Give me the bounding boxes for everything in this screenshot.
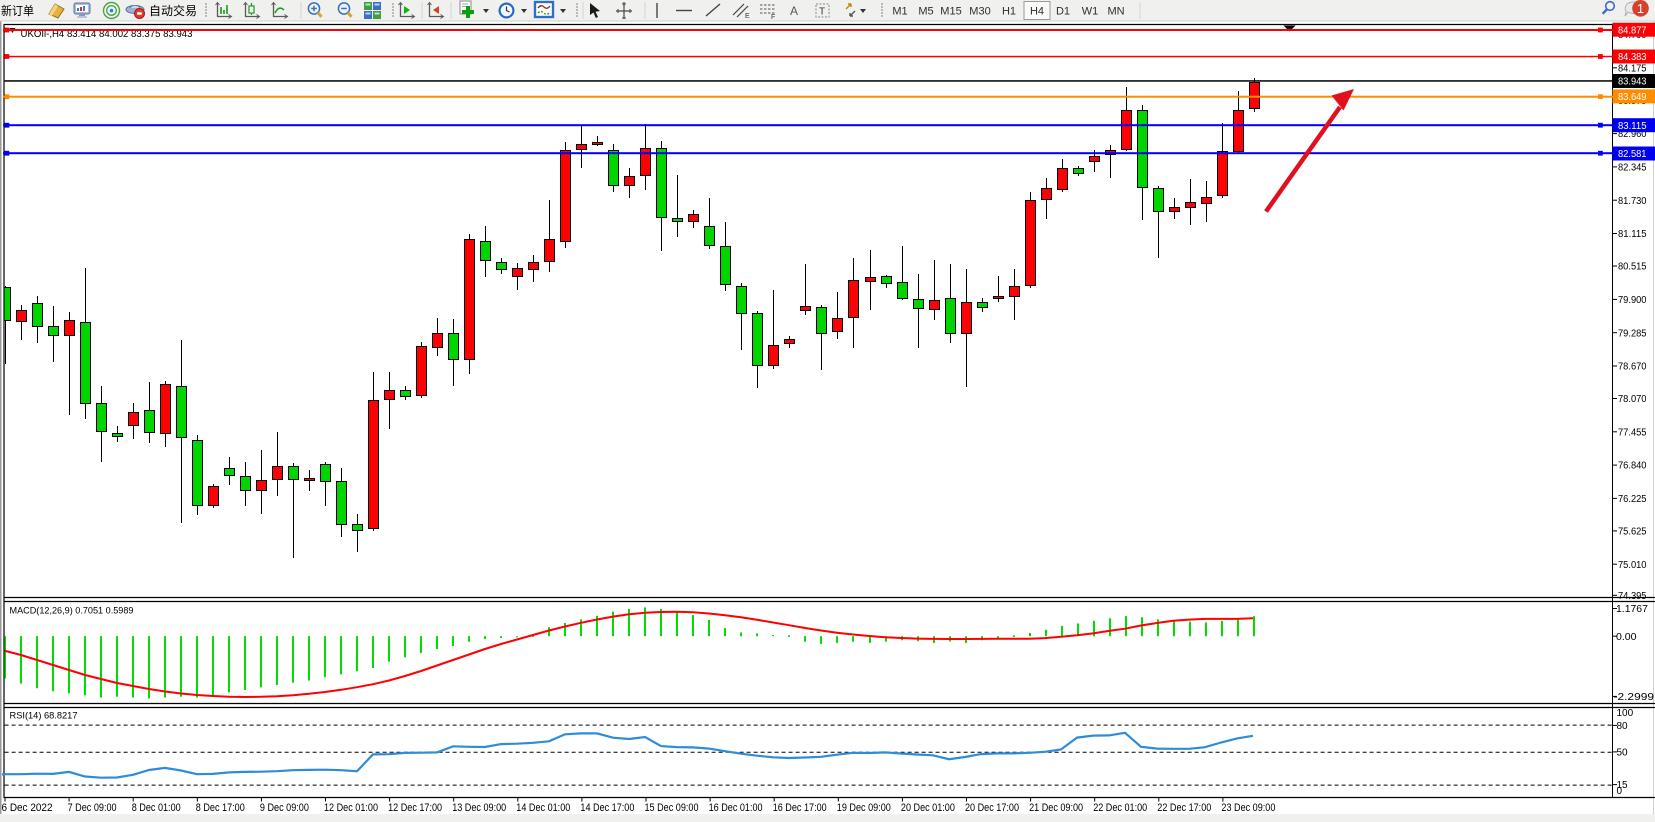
svg-text:83.943: 83.943	[1618, 77, 1647, 88]
svg-text:8 Dec 01:00: 8 Dec 01:00	[132, 802, 181, 814]
svg-text:0.00: 0.00	[1616, 632, 1637, 643]
svg-text:8 Dec 17:00: 8 Dec 17:00	[196, 802, 245, 814]
svg-text:79.900: 79.900	[1618, 295, 1647, 306]
svg-text:H4: H4	[1030, 6, 1044, 18]
svg-text:75.625: 75.625	[1618, 527, 1647, 538]
svg-text:20 Dec 17:00: 20 Dec 17:00	[965, 802, 1019, 814]
svg-text:82.960: 82.960	[1618, 129, 1647, 140]
svg-text:6 Dec 2022: 6 Dec 2022	[2, 802, 53, 814]
svg-text:UKOIl-,H4 83.414 84.002 83.37: UKOIl-,H4 83.414 84.002 83.375 83.943	[21, 29, 193, 40]
svg-text:14 Dec 17:00: 14 Dec 17:00	[580, 802, 634, 814]
svg-text:12 Dec 17:00: 12 Dec 17:00	[388, 802, 442, 814]
svg-text:84.383: 84.383	[1618, 52, 1647, 63]
svg-text:7 Dec 09:00: 7 Dec 09:00	[68, 802, 117, 814]
svg-text:80.515: 80.515	[1618, 262, 1647, 273]
svg-text:75.010: 75.010	[1618, 560, 1647, 571]
svg-text:22 Dec 01:00: 22 Dec 01:00	[1093, 802, 1147, 814]
svg-text:M30: M30	[969, 6, 990, 18]
svg-text:15 Dec 09:00: 15 Dec 09:00	[645, 802, 699, 814]
svg-text:自动交易: 自动交易	[149, 3, 197, 18]
svg-text:E: E	[745, 13, 750, 20]
svg-text:82.581: 82.581	[1618, 149, 1647, 160]
svg-text:1: 1	[1637, 1, 1644, 16]
svg-text:100: 100	[1617, 708, 1634, 719]
svg-text:T: T	[819, 7, 825, 18]
svg-text:RSI(14) 68.8217: RSI(14) 68.8217	[10, 710, 78, 721]
svg-text:82.345: 82.345	[1618, 163, 1647, 174]
svg-text:M15: M15	[940, 6, 961, 18]
svg-text:1.1767: 1.1767	[1616, 604, 1648, 615]
svg-text:15: 15	[1617, 780, 1629, 791]
svg-text:23 Dec 09:00: 23 Dec 09:00	[1221, 802, 1275, 814]
svg-text:12 Dec 01:00: 12 Dec 01:00	[324, 802, 378, 814]
svg-text:9 Dec 09:00: 9 Dec 09:00	[260, 802, 309, 814]
svg-text:77.455: 77.455	[1618, 427, 1647, 438]
svg-text:83.649: 83.649	[1618, 92, 1647, 103]
svg-text:50: 50	[1617, 748, 1629, 759]
svg-text:78.070: 78.070	[1618, 394, 1647, 405]
svg-text:22 Dec 17:00: 22 Dec 17:00	[1157, 802, 1211, 814]
svg-text:0: 0	[1617, 786, 1623, 797]
svg-text:78.670: 78.670	[1618, 362, 1647, 373]
svg-text:M5: M5	[918, 6, 933, 18]
svg-text:83.115: 83.115	[1618, 121, 1647, 132]
svg-text:16 Dec 17:00: 16 Dec 17:00	[773, 802, 827, 814]
svg-text:84.877: 84.877	[1618, 25, 1647, 36]
svg-text:81.115: 81.115	[1618, 229, 1647, 240]
svg-text:81.730: 81.730	[1618, 196, 1647, 207]
svg-text:D1: D1	[1056, 6, 1070, 18]
svg-text:76.225: 76.225	[1618, 494, 1647, 505]
svg-text:21 Dec 09:00: 21 Dec 09:00	[1029, 802, 1083, 814]
svg-text:79.285: 79.285	[1618, 328, 1647, 339]
svg-text:W1: W1	[1082, 6, 1099, 18]
svg-text:MN: MN	[1107, 6, 1124, 18]
svg-text:80: 80	[1617, 721, 1629, 732]
svg-text:16 Dec 01:00: 16 Dec 01:00	[709, 802, 763, 814]
svg-text:19 Dec 09:00: 19 Dec 09:00	[837, 802, 891, 814]
svg-text:14 Dec 01:00: 14 Dec 01:00	[516, 802, 570, 814]
svg-text:13 Dec 09:00: 13 Dec 09:00	[452, 802, 506, 814]
svg-text:-2.2999: -2.2999	[1614, 692, 1655, 703]
svg-text:F: F	[771, 14, 775, 21]
svg-text:MACD(12,26,9) 0.7051 0.5989: MACD(12,26,9) 0.7051 0.5989	[10, 606, 134, 617]
svg-text:74.395: 74.395	[1618, 591, 1647, 602]
svg-text:A: A	[790, 4, 798, 18]
svg-text:84.175: 84.175	[1618, 63, 1647, 74]
svg-text:20 Dec 01:00: 20 Dec 01:00	[901, 802, 955, 814]
svg-text:新订单: 新订单	[1, 3, 34, 18]
svg-text:H1: H1	[1002, 6, 1016, 18]
svg-text:M1: M1	[892, 6, 907, 18]
svg-text:76.840: 76.840	[1618, 461, 1647, 472]
